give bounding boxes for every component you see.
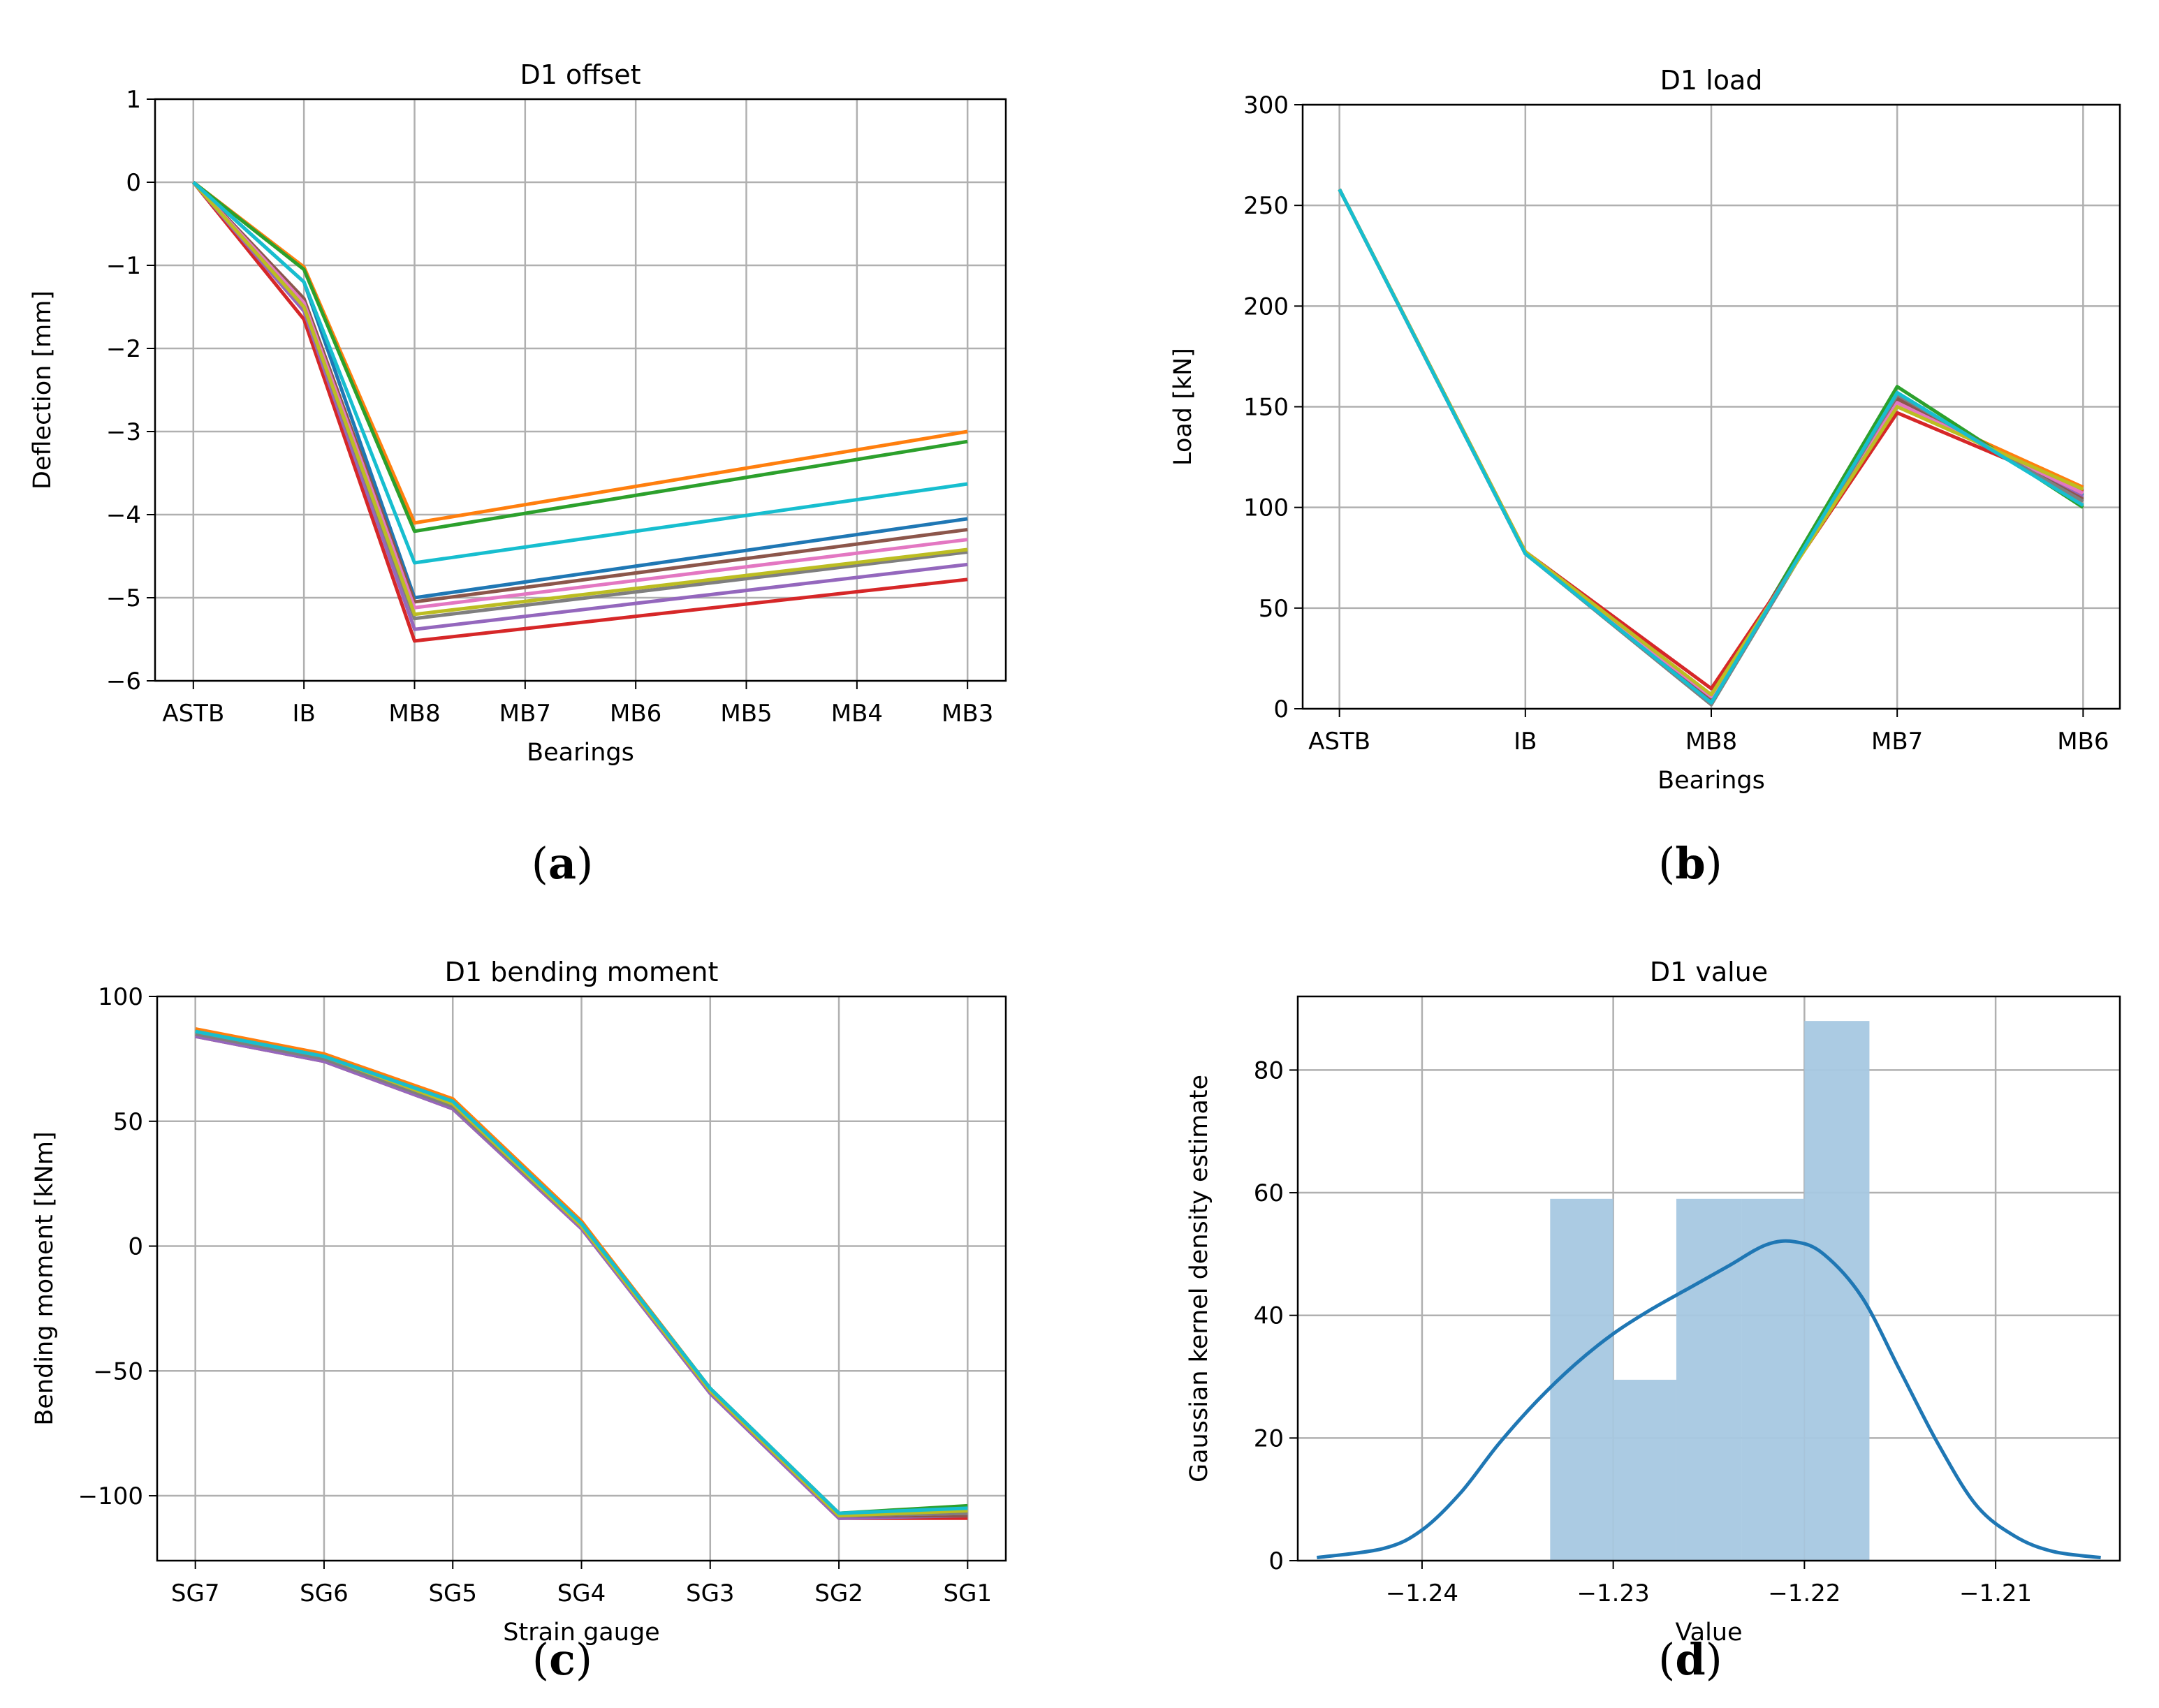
x-tick-label: SG6: [300, 1580, 349, 1607]
y-axis-label: Deflection [mm]: [29, 290, 57, 489]
histogram-bar: [1613, 1379, 1676, 1561]
chart-title-offset: D1 offset: [520, 59, 641, 90]
y-axis-label: Load [kN]: [1169, 348, 1197, 466]
x-tick-label: MB3: [942, 700, 993, 728]
series-line-s2: [192, 181, 968, 525]
x-axis-label: Bearings: [527, 739, 634, 767]
panel-d-caption: (d): [1658, 1634, 1722, 1685]
series-line-s10: [192, 181, 968, 565]
kde-curve: [1317, 1239, 2101, 1560]
y-tick-label: −2: [106, 335, 141, 363]
plot-area-frame: [1296, 995, 2121, 1562]
bending-moment-chart-svg: 100 50 0 −50 −100 SG7 SG6 SG5 SG4 SG3 SG2 SG1 D1 ben…: [31, 957, 1007, 1647]
x-tick-label: SG5: [428, 1580, 477, 1607]
y-tick-label: 40: [1254, 1302, 1284, 1330]
y-tick-label: 200: [1243, 293, 1289, 321]
y-tick-label: 250: [1243, 192, 1289, 220]
x-tick-label: MB7: [1871, 728, 1923, 756]
y-tick-label: 100: [98, 983, 143, 1011]
panel-a-offset-chart: 1 0 −1 −2 −3 −4 −5 −6 ASTB IB MB8 MB7 MB6 MB5 MB4 MB3 D1…: [0, 0, 1079, 908]
x-tick-label: ASTB: [1308, 728, 1370, 756]
x-tick-label: MB7: [499, 700, 551, 728]
x-tick-label: SG7: [171, 1580, 220, 1607]
panel-b-load-chart: 0 50 100 150 200 250 300 ASTB IB MB8 MB7 MB6 D1 load…: [1079, 0, 2159, 908]
x-axis-label: Strain gauge: [503, 1619, 659, 1647]
series-line-s10: [1338, 188, 2084, 705]
x-tick-label: MB6: [2057, 728, 2109, 756]
y-tick-label: 0: [126, 169, 141, 197]
y-tick-label: 150: [1243, 394, 1289, 422]
x-tick-label: ASTB: [162, 700, 224, 728]
panel-d-value-chart: 0 20 40 60 80 −1.24 −1.23 −1.22 −1.21 D1 value Val…: [1079, 908, 2159, 1708]
y-tick-label: 60: [1254, 1179, 1284, 1207]
chart-title-value: D1 value: [1650, 957, 1768, 987]
panel-c-bending-moment-chart: 100 50 0 −50 −100 SG7 SG6 SG5 SG4 SG3 SG2 SG1 D1 ben…: [0, 908, 1079, 1708]
x-tick-label: −1.24: [1386, 1580, 1458, 1607]
y-tick-label: 50: [113, 1108, 143, 1136]
x-tick-label: SG2: [814, 1580, 863, 1607]
y-axis-label: Gaussian kernel density estimate: [1185, 1075, 1213, 1482]
value-density-chart-svg: 0 20 40 60 80 −1.24 −1.23 −1.22 −1.21 D1 value Val…: [1185, 957, 2121, 1647]
plot-area-frame: [154, 98, 1007, 682]
y-tick-label: 0: [128, 1233, 143, 1261]
y-tick-label: −6: [106, 668, 141, 695]
y-tick-label: −5: [106, 584, 141, 612]
x-tick-label: IB: [292, 700, 315, 728]
chart-title-load: D1 load: [1660, 65, 1763, 96]
x-tick-label: SG4: [557, 1580, 606, 1607]
y-tick-label: −50: [93, 1357, 143, 1385]
y-tick-label: −100: [78, 1482, 143, 1510]
x-tick-label: MB8: [388, 700, 440, 728]
chart-title-bending-moment: D1 bending moment: [445, 957, 719, 987]
series-line-s4: [191, 181, 968, 643]
panel-c-caption: (c): [532, 1634, 593, 1685]
x-tick-label: MB6: [610, 700, 661, 728]
y-tick-label: 80: [1254, 1057, 1284, 1084]
series-line-s9: [191, 181, 968, 617]
x-tick-label: −1.23: [1577, 1580, 1650, 1607]
y-tick-label: 300: [1243, 91, 1289, 119]
panel-a-caption: (a): [531, 838, 594, 889]
series-line-s10: [195, 1029, 968, 1515]
y-tick-label: −1: [106, 252, 141, 280]
x-axis-label: Bearings: [1657, 767, 1765, 795]
y-tick-label: 100: [1243, 494, 1289, 522]
x-tick-label: −1.22: [1768, 1580, 1840, 1607]
histogram-bar: [1676, 1198, 1742, 1561]
y-tick-label: 0: [1273, 695, 1289, 723]
y-axis-label: Bending moment [kNm]: [31, 1131, 59, 1425]
y-tick-label: −3: [106, 418, 141, 446]
y-tick-label: 20: [1254, 1424, 1284, 1452]
x-tick-label: MB5: [720, 700, 772, 728]
histogram-bar: [1741, 1198, 1805, 1561]
series-line-s1: [192, 181, 968, 600]
panel-b-caption: (b): [1658, 838, 1722, 889]
offset-chart-svg: 1 0 −1 −2 −3 −4 −5 −6 ASTB IB MB8 MB7 MB6 MB5 MB4 MB3 D1…: [29, 59, 1007, 767]
plot-area-frame: [1301, 103, 2121, 710]
x-tick-label: IB: [1514, 728, 1537, 756]
y-tick-label: 0: [1268, 1547, 1284, 1575]
plot-area-frame: [156, 995, 1007, 1562]
x-tick-label: MB8: [1685, 728, 1737, 756]
x-tick-label: MB4: [831, 700, 883, 728]
series-line-s3: [192, 181, 968, 533]
x-tick-label: SG1: [944, 1580, 993, 1607]
y-tick-label: −4: [106, 501, 141, 529]
y-tick-label: 50: [1259, 595, 1289, 623]
load-chart-svg: 0 50 100 150 200 250 300 ASTB IB MB8 MB7 MB6 D1 load…: [1169, 65, 2121, 795]
y-tick-label: 1: [126, 86, 141, 114]
x-tick-label: SG3: [686, 1580, 735, 1607]
x-axis-label: Value: [1675, 1619, 1742, 1647]
x-tick-label: −1.21: [1959, 1580, 2032, 1607]
